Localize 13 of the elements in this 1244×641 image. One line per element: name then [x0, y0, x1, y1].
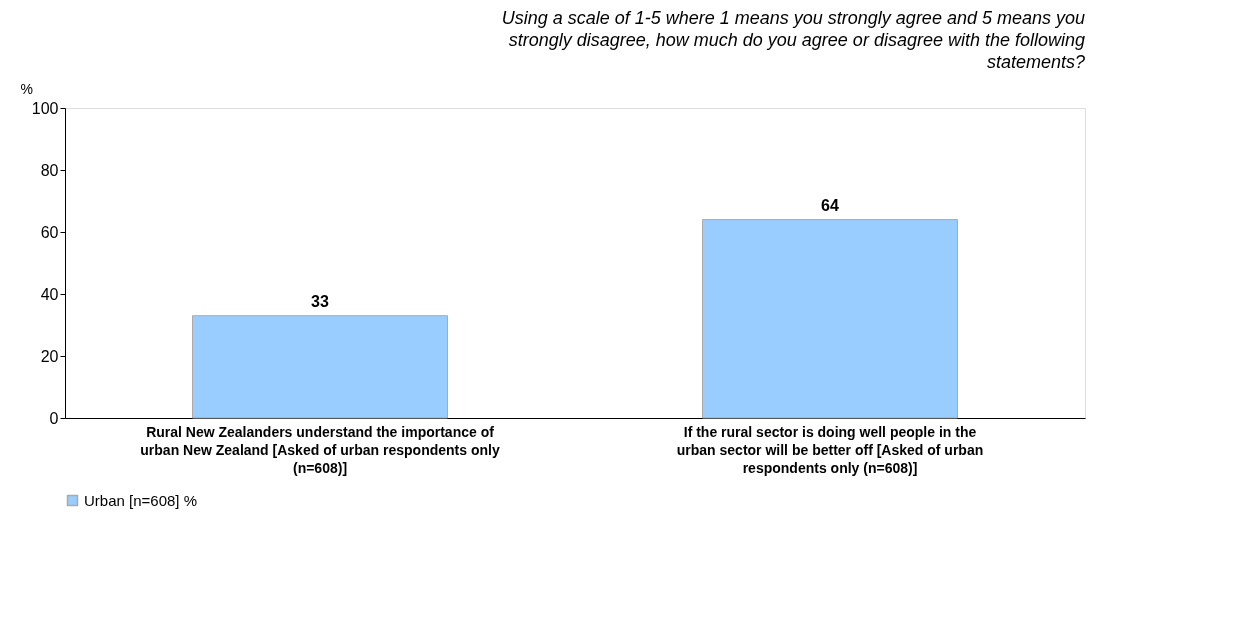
- y-tick-label: 60: [40, 223, 59, 241]
- y-tick-label: 20: [40, 347, 59, 365]
- y-tick-label: 80: [40, 161, 59, 179]
- y-axis-title: %: [20, 80, 33, 97]
- chart-title: Using a scale of 1-5 where 1 means you strongly agree and 5 means you strongly disagree, how much do you agree or disagree with the following statements?: [501, 8, 1085, 72]
- y-tick-label: 40: [40, 285, 59, 303]
- data-label: 64: [821, 196, 839, 214]
- y-tick-label: 100: [31, 99, 59, 117]
- x-tick-label: If the rural sector is doing well people in the urban sector will be better off [Asked of urban respondents only (n=608)]: [676, 424, 984, 476]
- x-tick-label: Rural New Zealanders understand the importance of urban New Zealand [Asked of urban respondents only (n=608)]: [140, 424, 500, 476]
- legend-label: Urban [n=608] %: [84, 491, 197, 509]
- y-tick-label: 0: [49, 409, 59, 427]
- data-label: 33: [311, 292, 329, 310]
